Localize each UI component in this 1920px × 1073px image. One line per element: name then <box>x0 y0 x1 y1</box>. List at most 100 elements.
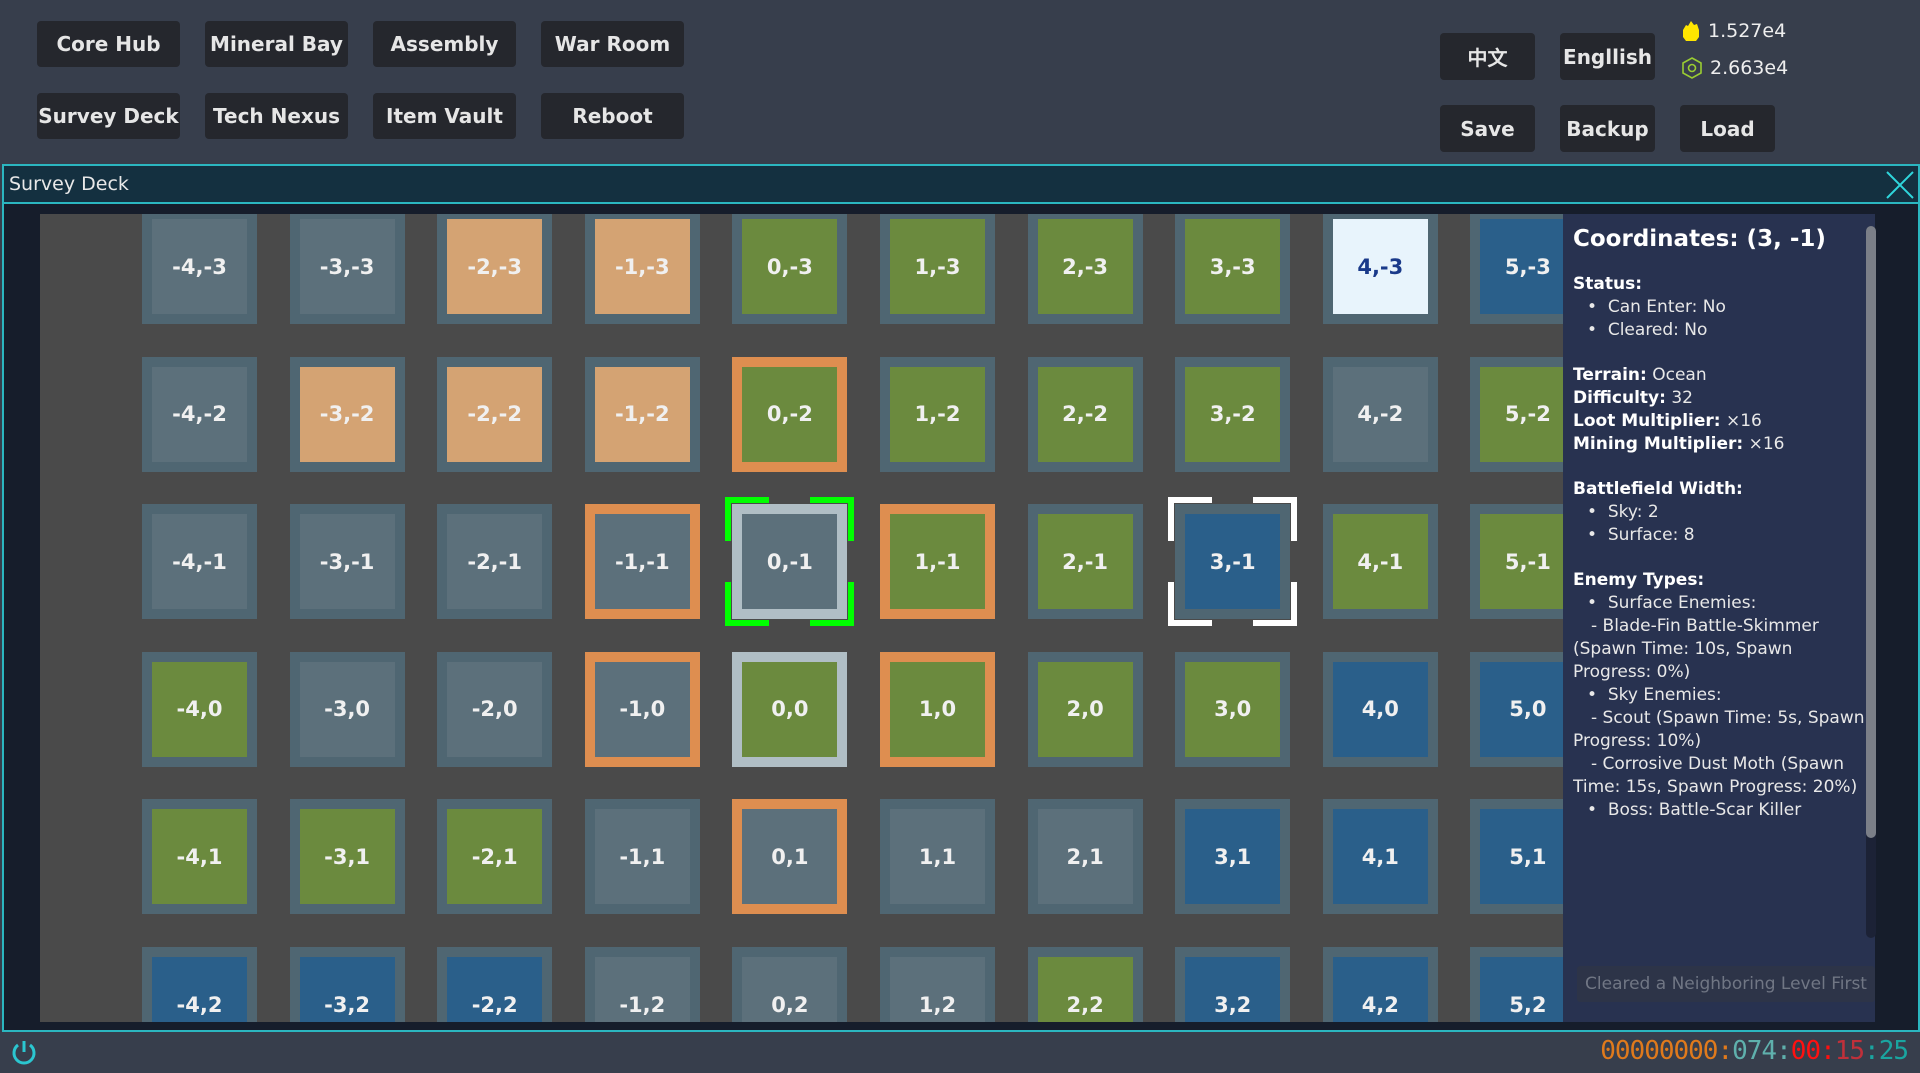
map-tile[interactable]: -3,0 <box>289 651 405 767</box>
power-icon[interactable] <box>10 1038 38 1066</box>
nav-item-vault-button[interactable]: Item Vault <box>373 93 516 139</box>
chinese-language-button[interactable]: 中文 <box>1440 33 1535 80</box>
map-tile[interactable]: 0,-2 <box>732 356 848 472</box>
map-tile[interactable]: 1,-2 <box>880 356 995 472</box>
map-tile[interactable]: 4,-3 <box>1322 214 1438 324</box>
map-tile[interactable]: -4,-2 <box>142 356 257 472</box>
tile-label: 3,2 <box>1185 957 1281 1022</box>
map-tile[interactable]: 0,0 <box>732 651 848 767</box>
map-tile[interactable]: -4,-3 <box>142 214 257 324</box>
map-tile[interactable]: 2,1 <box>1027 799 1143 915</box>
map-tile[interactable]: 1,2 <box>880 947 995 1022</box>
map-tile[interactable]: 5,-2 <box>1470 356 1563 472</box>
map-tile[interactable]: -2,1 <box>437 799 553 915</box>
map-tile[interactable]: 4,0 <box>1322 651 1438 767</box>
map-tile[interactable]: -4,2 <box>142 947 257 1022</box>
tile-label: 1,0 <box>890 661 985 757</box>
map-tile[interactable]: -2,2 <box>437 947 553 1022</box>
tile-label: -2,2 <box>447 957 543 1022</box>
backup-button[interactable]: Backup <box>1560 105 1655 152</box>
map-tile[interactable]: 0,2 <box>732 947 848 1022</box>
tile-label: -3,-3 <box>299 219 395 314</box>
close-icon[interactable] <box>1884 169 1916 201</box>
map-tile[interactable]: -4,-1 <box>142 504 257 620</box>
map-tile[interactable]: 2,-1 <box>1027 504 1143 620</box>
map-tile[interactable]: 4,-1 <box>1322 504 1438 620</box>
map-tile[interactable]: -3,-1 <box>289 504 405 620</box>
map-tile[interactable]: 1,1 <box>880 799 995 915</box>
timer-segment: 00000000 <box>1600 1036 1718 1066</box>
map-tile[interactable]: 0,-1 <box>732 504 848 620</box>
map-tile[interactable]: 3,-3 <box>1175 214 1291 324</box>
enemy-types-label: Enemy Types: <box>1573 570 1705 590</box>
tile-label: -4,-3 <box>152 219 247 314</box>
map-tile[interactable]: 4,2 <box>1322 947 1438 1022</box>
scrollbar-thumb[interactable] <box>1866 226 1876 838</box>
map-tile[interactable]: -4,1 <box>142 799 257 915</box>
map-tile[interactable]: 3,-1 <box>1175 504 1291 620</box>
load-button[interactable]: Load <box>1680 105 1775 152</box>
nav-assembly-button[interactable]: Assembly <box>373 21 516 67</box>
nav-war-room-button[interactable]: War Room <box>541 21 684 67</box>
map-tile[interactable]: -1,-3 <box>584 214 700 324</box>
sky-width: Sky: 2 <box>1607 502 1659 522</box>
tile-label: 3,-2 <box>1185 366 1281 462</box>
tile-label: 4,-2 <box>1332 366 1428 462</box>
tile-label: 0,-2 <box>742 366 838 462</box>
map-tile[interactable]: 5,1 <box>1470 799 1563 915</box>
map-tile[interactable]: -2,-3 <box>437 214 553 324</box>
resource-flame-value: 1.527e4 <box>1708 20 1787 42</box>
map-tile[interactable]: -1,-2 <box>584 356 700 472</box>
save-button[interactable]: Save <box>1440 105 1535 152</box>
map-tile[interactable]: 3,1 <box>1175 799 1291 915</box>
map-tile[interactable]: 3,-2 <box>1175 356 1291 472</box>
map-tile[interactable]: -1,0 <box>584 651 700 767</box>
tile-label: -3,-2 <box>299 366 395 462</box>
tile-label: 2,-1 <box>1037 514 1133 610</box>
enter-level-button-disabled[interactable]: Cleared a Neighboring Level First <box>1577 966 1875 1002</box>
map-tile[interactable]: -3,-3 <box>289 214 405 324</box>
map-tile[interactable]: -2,-1 <box>437 504 553 620</box>
map-tile[interactable]: 2,2 <box>1027 947 1143 1022</box>
info-scrollbar[interactable] <box>1866 226 1876 938</box>
nav-survey-deck-button[interactable]: Survey Deck <box>37 93 180 139</box>
map-tile[interactable]: -3,-2 <box>289 356 405 472</box>
map-tile[interactable]: -3,1 <box>289 799 405 915</box>
map-tile[interactable]: 5,-1 <box>1470 504 1563 620</box>
map-tile[interactable]: -2,-2 <box>437 356 553 472</box>
map-tile[interactable]: 3,0 <box>1175 651 1291 767</box>
nav-reboot-button[interactable]: Reboot <box>541 93 684 139</box>
map-tile[interactable]: -1,-1 <box>584 504 700 620</box>
tile-label: 5,-2 <box>1480 366 1563 462</box>
map-tile[interactable]: -1,2 <box>584 947 700 1022</box>
map-tile[interactable]: -2,0 <box>437 651 553 767</box>
sky-enemies-item: • Sky Enemies: <box>1587 685 1722 705</box>
map-tile[interactable]: 0,1 <box>732 799 848 915</box>
map-tile[interactable]: 1,-1 <box>880 504 995 620</box>
timer-segment: 15 <box>1834 1036 1865 1066</box>
map-tile[interactable]: -4,0 <box>142 651 257 767</box>
map-tile[interactable]: 1,0 <box>880 651 995 767</box>
surface-width-item: • Surface: 8 <box>1587 525 1695 545</box>
nav-core-hub-button[interactable]: Core Hub <box>37 21 180 67</box>
tile-label: 3,-3 <box>1185 219 1281 314</box>
english-language-button[interactable]: Engllish <box>1560 33 1655 80</box>
map-tile[interactable]: 0,-3 <box>732 214 848 324</box>
map-tile[interactable]: 4,-2 <box>1322 356 1438 472</box>
map-tile[interactable]: 2,-3 <box>1027 214 1143 324</box>
map-tile[interactable]: -1,1 <box>584 799 700 915</box>
resource-nut: 2.663e4 <box>1682 57 1788 79</box>
nav-tech-nexus-button[interactable]: Tech Nexus <box>205 93 348 139</box>
status-bar: 00000000:074:00:15:25 <box>0 1032 1920 1073</box>
map-tile[interactable]: -3,2 <box>289 947 405 1022</box>
map-tile[interactable]: 5,-3 <box>1470 214 1563 324</box>
map-tile[interactable]: 5,0 <box>1470 651 1563 767</box>
map-tile[interactable]: 2,-2 <box>1027 356 1143 472</box>
map-tile[interactable]: 1,-3 <box>880 214 995 324</box>
nav-mineral-bay-button[interactable]: Mineral Bay <box>205 21 348 67</box>
map-tile[interactable]: 5,2 <box>1470 947 1563 1022</box>
tile-label: 4,2 <box>1332 957 1428 1022</box>
map-tile[interactable]: 3,2 <box>1175 947 1291 1022</box>
map-tile[interactable]: 4,1 <box>1322 799 1438 915</box>
map-tile[interactable]: 2,0 <box>1027 651 1143 767</box>
